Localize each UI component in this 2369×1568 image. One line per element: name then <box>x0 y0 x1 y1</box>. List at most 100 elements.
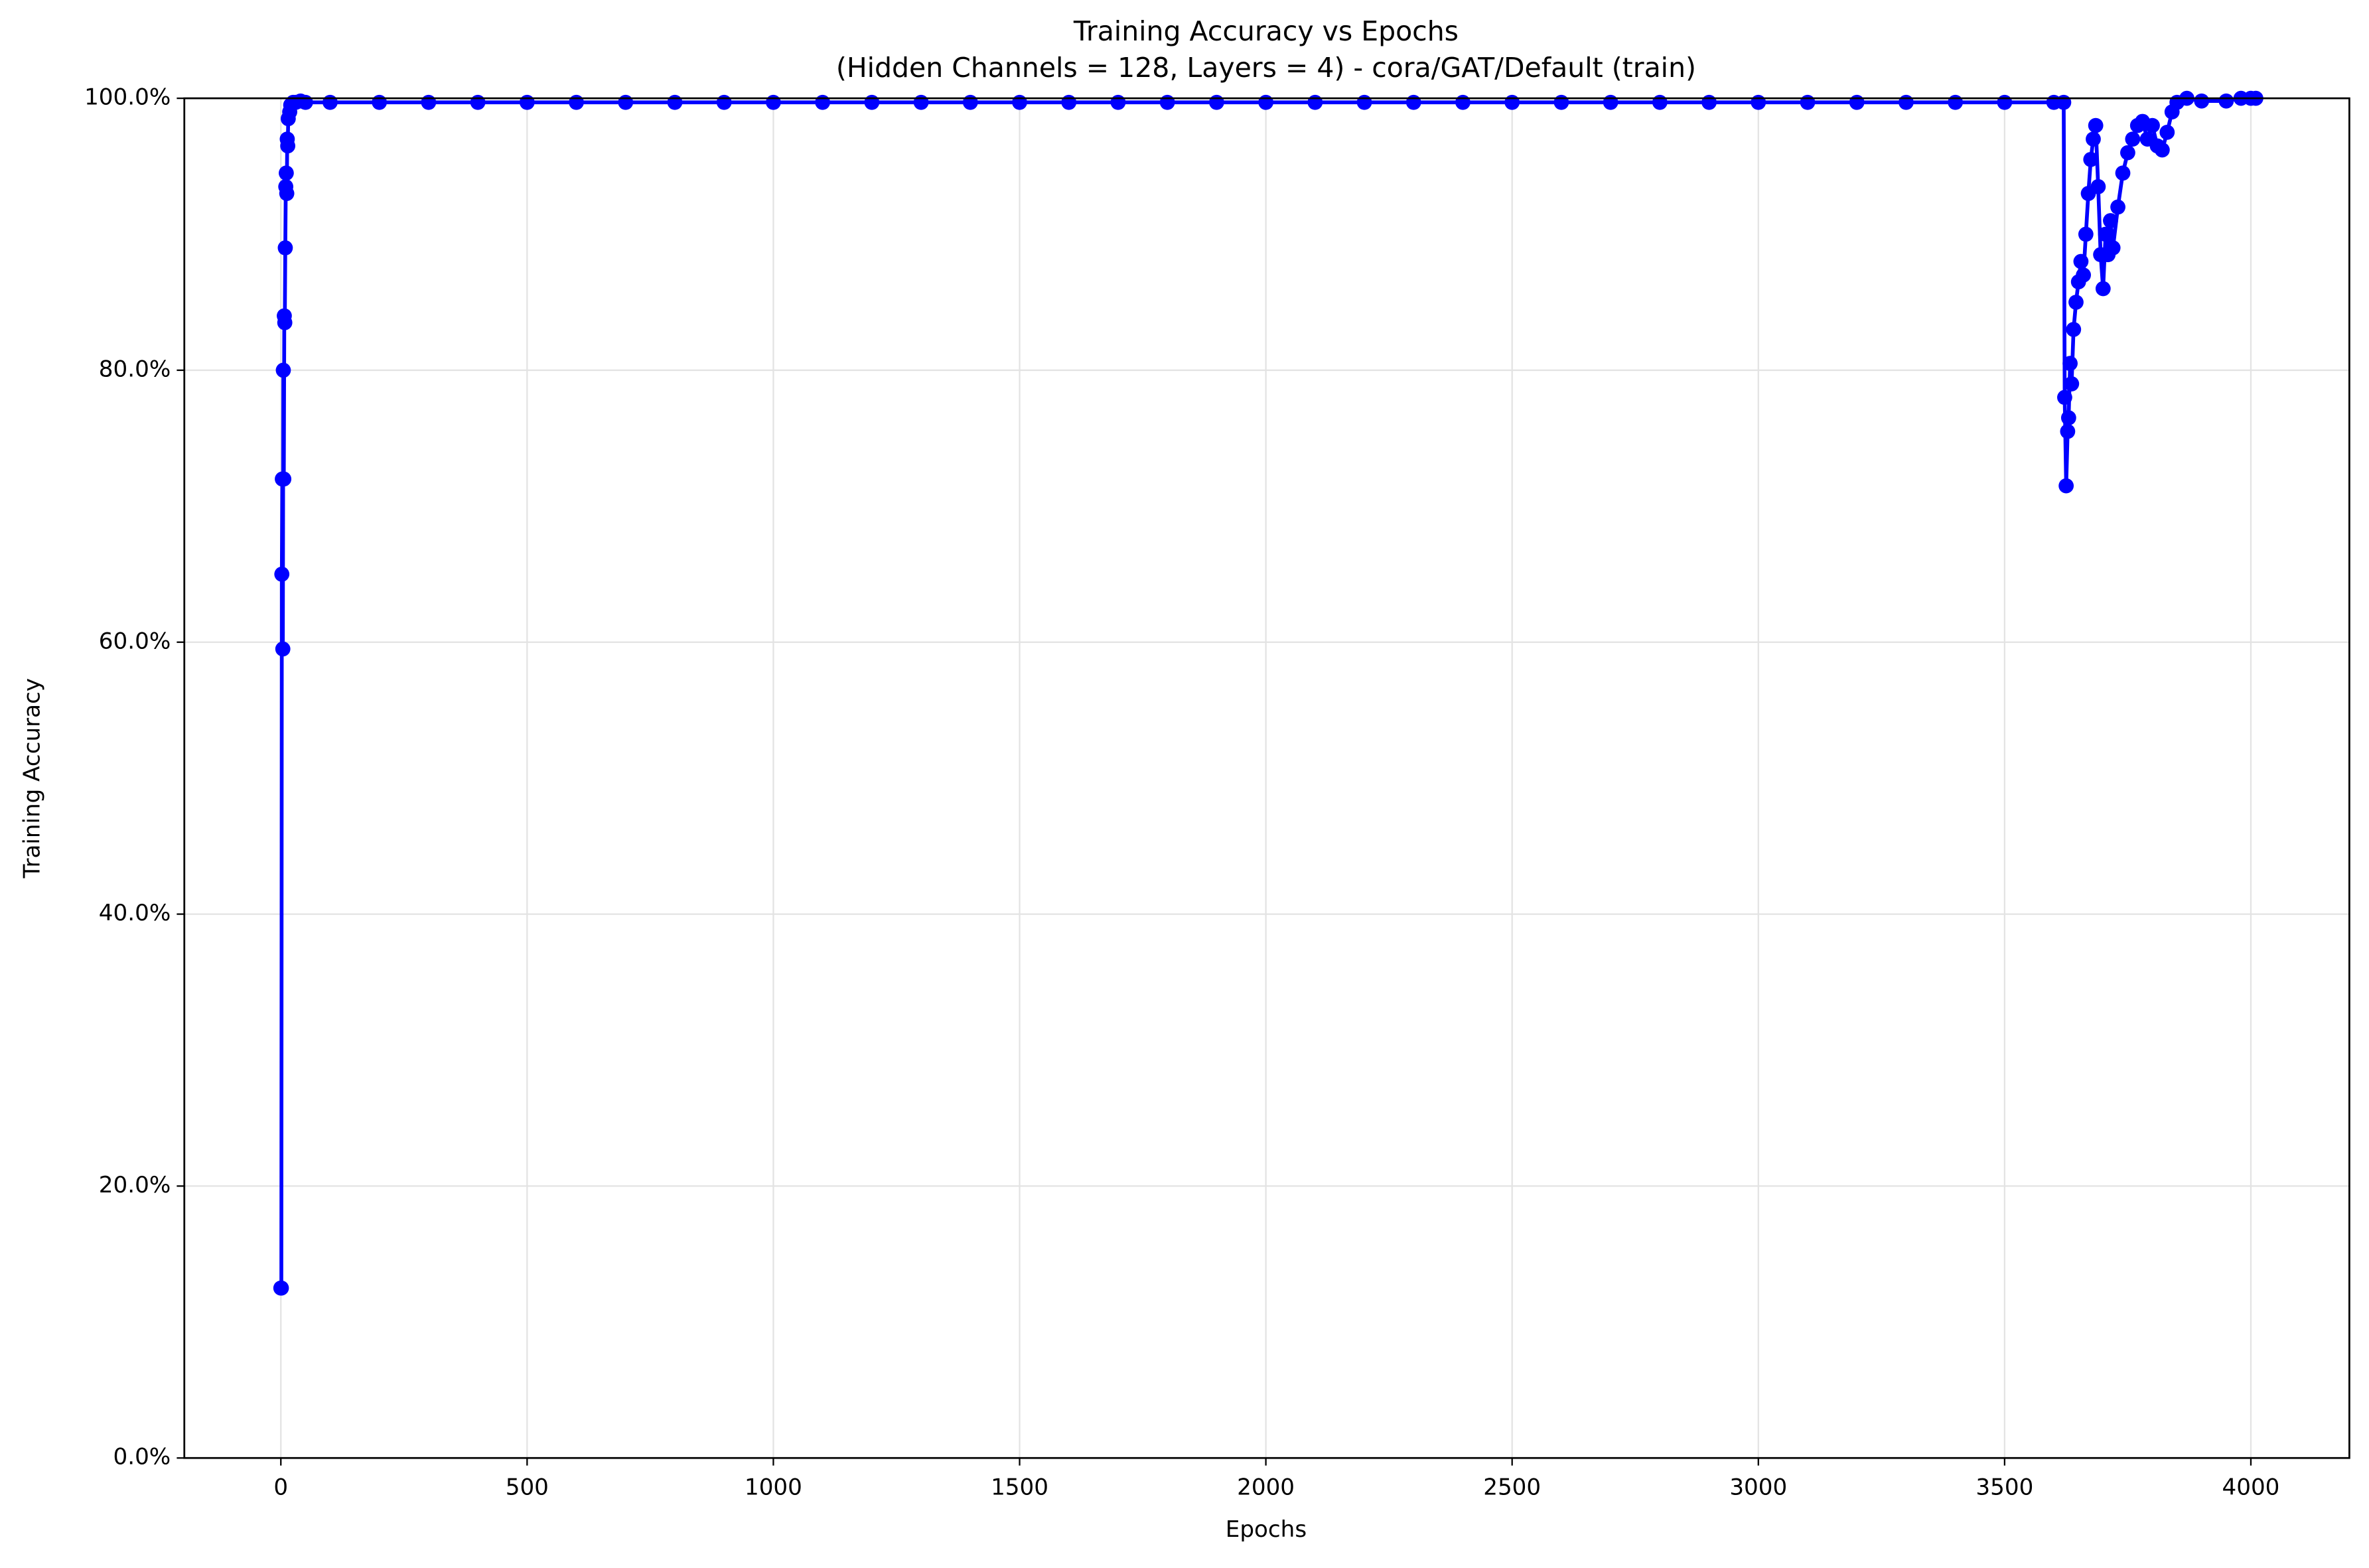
data-point <box>2090 178 2106 194</box>
data-point <box>279 165 294 181</box>
data-point <box>2068 295 2084 310</box>
data-point <box>2073 253 2089 269</box>
data-point <box>2078 226 2094 242</box>
data-point <box>277 240 293 255</box>
data-point <box>2125 131 2141 147</box>
data-point <box>275 362 291 378</box>
x-tick-label: 1000 <box>745 1474 802 1500</box>
data-point <box>2154 142 2170 158</box>
data-point <box>1012 94 1027 110</box>
x-tick-label: 2000 <box>1237 1474 1295 1500</box>
data-point <box>1899 94 1914 110</box>
data-point <box>962 94 978 110</box>
data-point <box>1110 94 1126 110</box>
data-point <box>1455 94 1471 110</box>
data-point <box>2115 165 2131 181</box>
x-tick-label: 1500 <box>991 1474 1048 1500</box>
data-point <box>2110 199 2125 215</box>
data-point <box>2095 281 2111 297</box>
x-tick-label: 3000 <box>1729 1474 1787 1500</box>
x-tick-label: 4000 <box>2222 1474 2280 1500</box>
data-point <box>1948 94 1964 110</box>
y-tick-label: 0.0% <box>113 1444 171 1470</box>
data-point <box>519 94 535 110</box>
data-point <box>2120 145 2135 161</box>
data-point <box>276 471 292 487</box>
data-point <box>913 94 929 110</box>
data-point <box>1504 94 1520 110</box>
data-point <box>716 94 732 110</box>
data-point <box>569 94 584 110</box>
data-point <box>2194 93 2210 109</box>
data-point <box>618 94 634 110</box>
data-point <box>2218 93 2234 109</box>
data-point <box>2086 131 2101 147</box>
data-point <box>1553 94 1569 110</box>
data-point <box>2098 226 2114 242</box>
plot-area <box>273 90 2263 1296</box>
data-point <box>2103 213 2118 228</box>
y-tick-label: 80.0% <box>99 356 171 382</box>
data-point <box>2057 390 2072 405</box>
data-point <box>297 94 313 110</box>
data-point <box>2088 117 2104 133</box>
data-point <box>2105 240 2121 255</box>
data-point <box>273 1280 289 1296</box>
data-point <box>275 641 291 657</box>
y-tick-label: 20.0% <box>99 1172 171 1198</box>
chart-subtitle: (Hidden Channels = 128, Layers = 4) - co… <box>836 52 1696 84</box>
data-point <box>667 94 683 110</box>
data-point <box>1159 94 1175 110</box>
data-point <box>2060 410 2076 426</box>
data-point <box>1208 94 1224 110</box>
data-point <box>323 94 338 110</box>
x-tick-label: 2500 <box>1483 1474 1541 1500</box>
x-tick-label: 3500 <box>1975 1474 2033 1500</box>
data-point <box>421 94 437 110</box>
y-tick-label: 100.0% <box>84 84 171 111</box>
data-point <box>1701 94 1717 110</box>
data-point <box>2066 322 2082 337</box>
axes-frame <box>183 97 2350 1459</box>
data-point <box>274 566 290 582</box>
data-point <box>2060 423 2076 439</box>
ticks: 0 500 1000 1500 2000 2500 3000 3500 4000 0.0% 20.0… <box>84 84 2279 1501</box>
data-point <box>2159 124 2175 140</box>
data-point <box>1603 94 1618 110</box>
data-point <box>279 186 295 201</box>
data-point <box>1849 94 1865 110</box>
data-point <box>277 315 293 330</box>
data-point <box>1997 94 2013 110</box>
chart-title: Training Accuracy vs Epochs <box>1073 15 1459 47</box>
grid <box>184 97 2350 1459</box>
data-point <box>1061 94 1077 110</box>
data-point <box>2076 267 2092 283</box>
data-point <box>815 94 831 110</box>
data-point <box>2062 356 2078 372</box>
x-axis-label: Epochs <box>1226 1516 1307 1543</box>
data-point <box>1356 94 1372 110</box>
y-tick-label: 40.0% <box>99 900 171 926</box>
data-point <box>2058 478 2074 494</box>
y-axis-label: Training Accuracy <box>19 678 46 879</box>
data-point <box>2145 117 2160 133</box>
data-point <box>2064 376 2080 392</box>
data-point <box>1307 94 1323 110</box>
data-point <box>766 94 781 110</box>
data-point <box>1258 94 1273 110</box>
data-point <box>1652 94 1668 110</box>
data-point <box>1751 94 1766 110</box>
data-point <box>470 94 486 110</box>
data-point <box>1800 94 1816 110</box>
x-tick-label: 500 <box>506 1474 549 1500</box>
y-tick-label: 60.0% <box>99 628 171 654</box>
data-point <box>1405 94 1421 110</box>
data-point <box>280 138 296 154</box>
data-point <box>372 94 388 110</box>
data-point <box>2083 151 2099 167</box>
data-point <box>864 94 880 110</box>
data-point <box>2056 94 2072 110</box>
